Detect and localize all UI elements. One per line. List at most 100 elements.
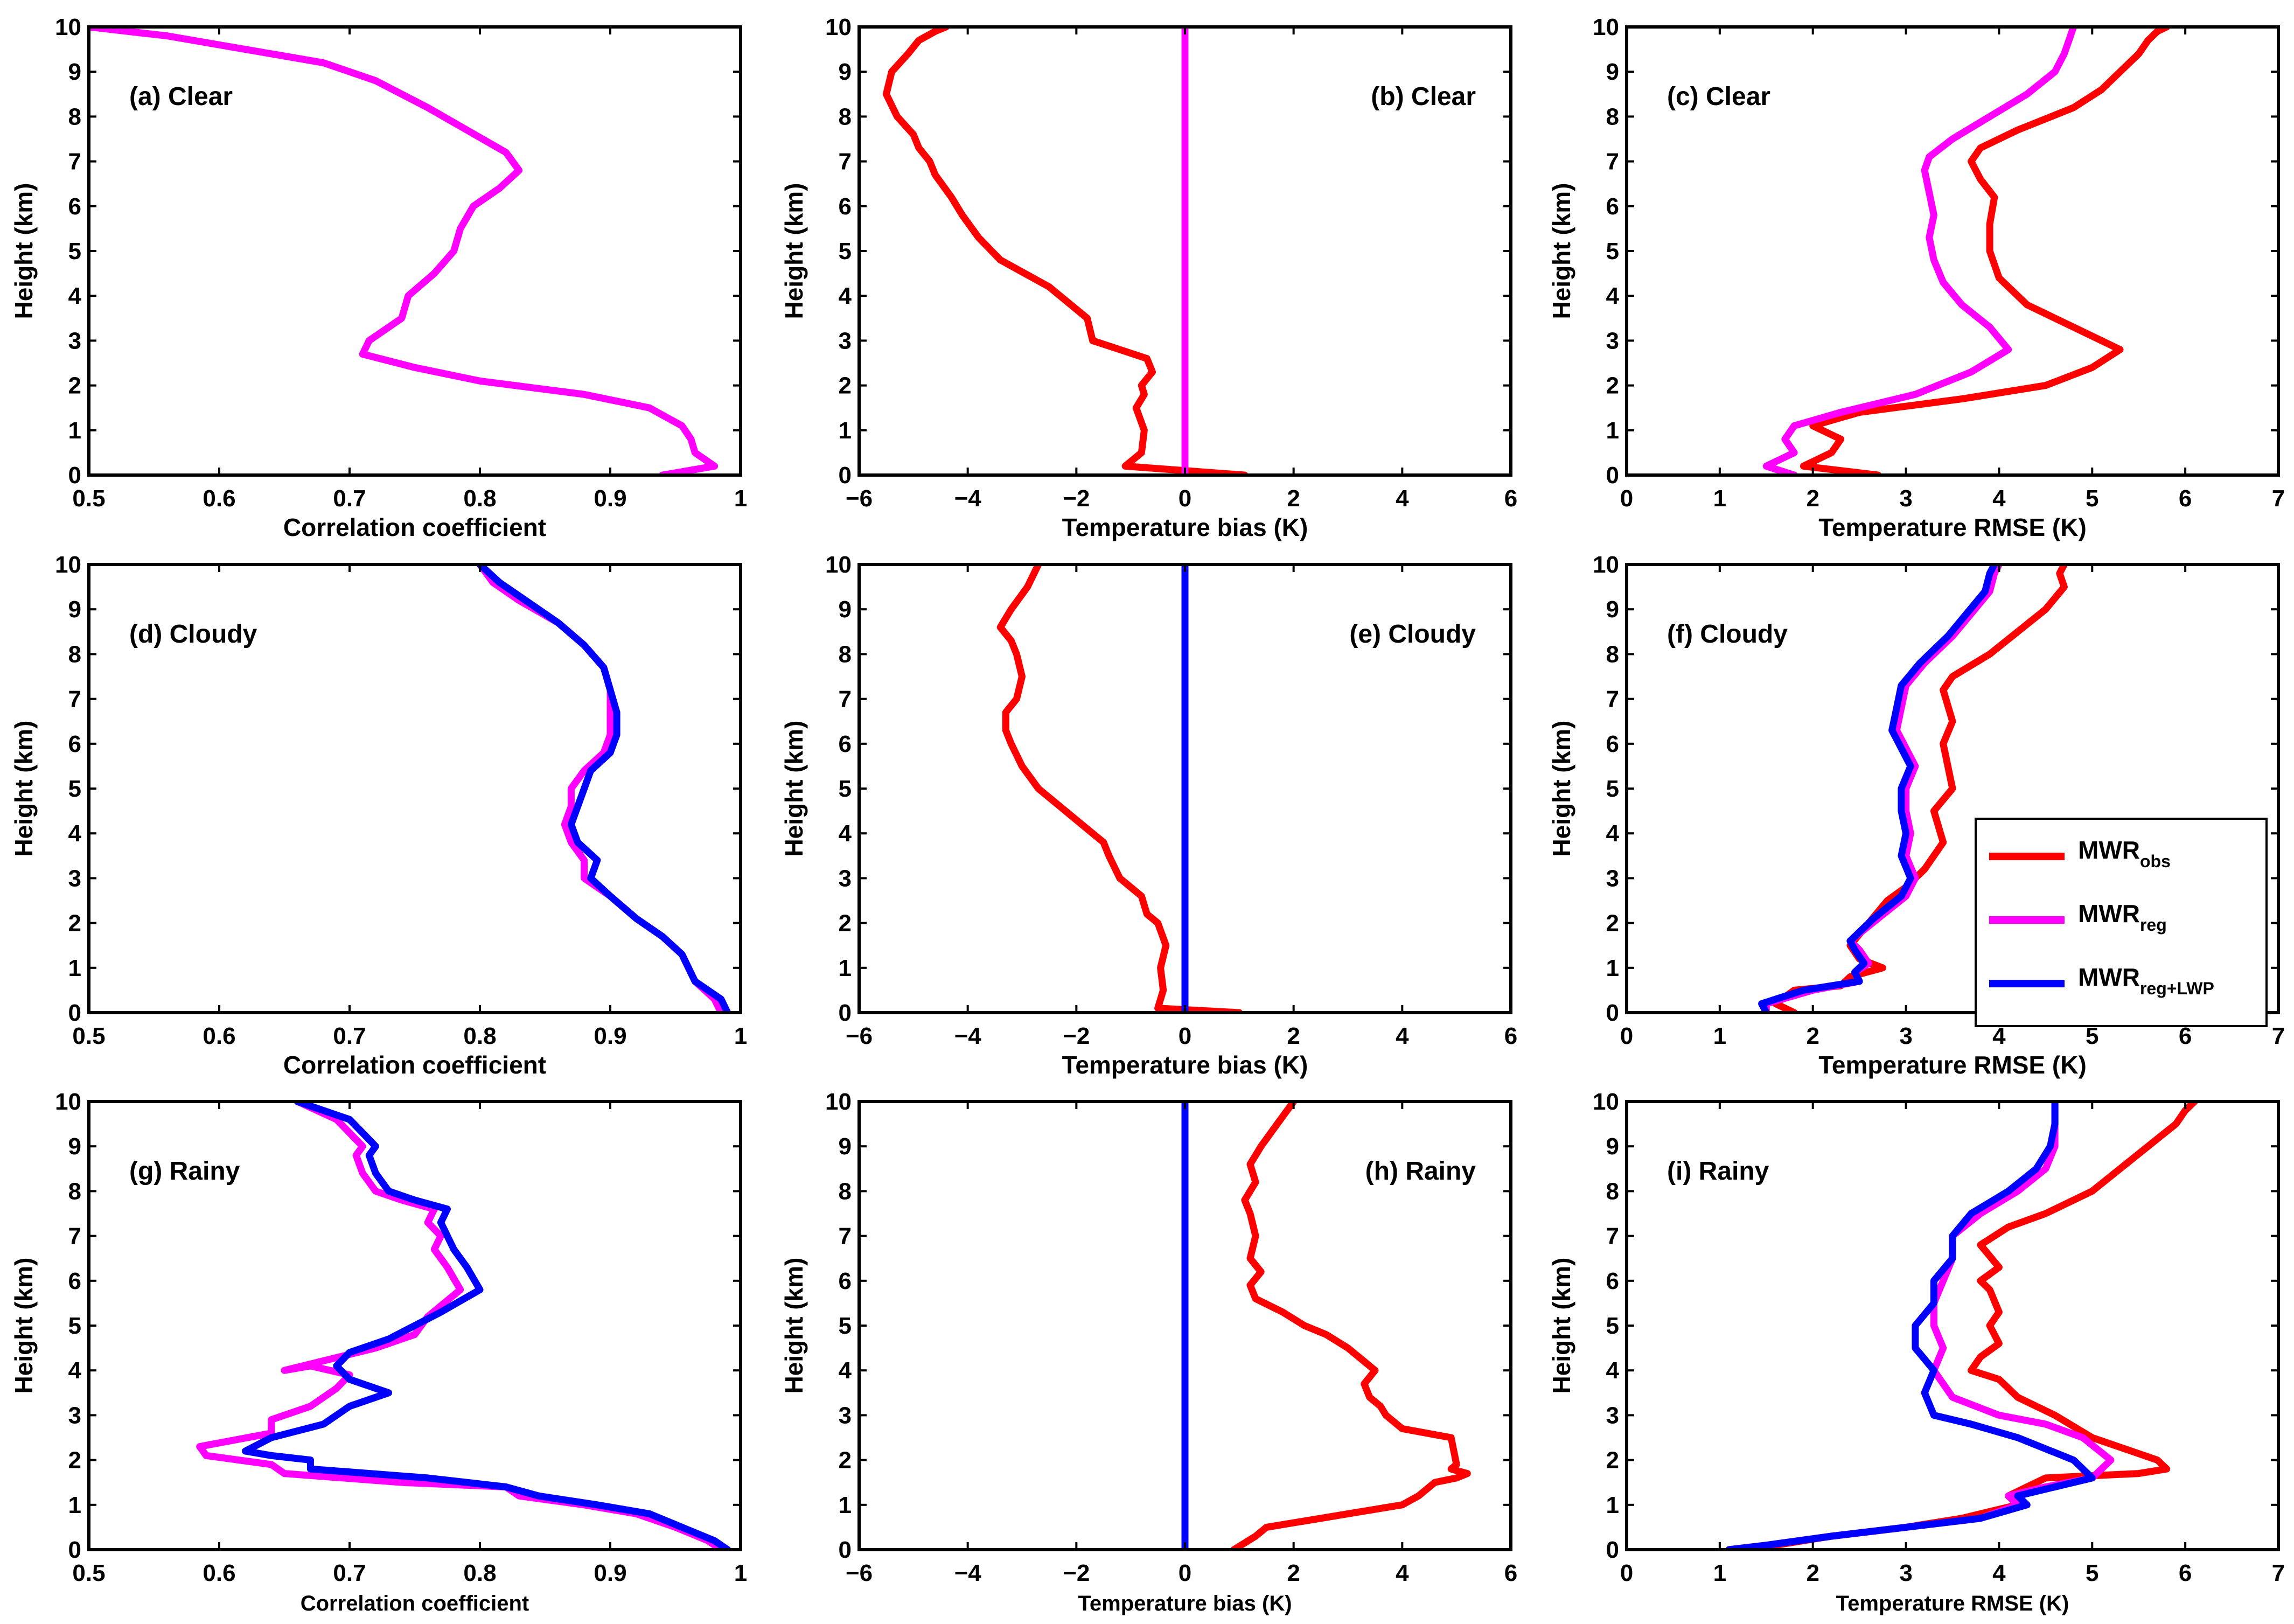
series-group [196, 1102, 731, 1550]
x-tick-label: 1 [734, 485, 747, 512]
series-line-mwrreg-lwp [1758, 564, 1998, 1013]
y-tick-label: 5 [839, 238, 852, 264]
series-group [1758, 564, 2068, 1013]
x-tick-label: 0.5 [72, 485, 105, 512]
y-tick-label: 8 [1606, 1178, 1619, 1204]
y-tick-label: 4 [839, 1357, 852, 1384]
x-axis-label: Temperature bias (K) [1062, 513, 1308, 541]
x-tick-label: 0.6 [203, 1023, 235, 1049]
legend-label: MWRreg+LWP [2078, 963, 2214, 998]
y-tick-label: 8 [839, 103, 852, 130]
y-axis-label: Height (km) [10, 183, 38, 319]
y-tick-label: 5 [1606, 776, 1619, 802]
y-tick-label: 6 [1606, 193, 1619, 220]
y-axis-label: Height (km) [780, 1258, 808, 1394]
panel-b: −6 −4 −2 0 2 4 6 0 1 2 3 4 5 6 7 8 9 10 Temperature bias (… [780, 14, 1517, 541]
y-axis-label: Height (km) [780, 721, 808, 857]
series-line-mwrobs [1230, 1102, 1471, 1550]
panel-e: −6 −4 −2 0 2 4 6 0 1 2 3 4 5 6 7 8 9 10 Temperature bias (… [780, 552, 1517, 1079]
x-axis-label: Correlation coefficient [283, 1051, 546, 1079]
x-tick-label: 0.8 [463, 1023, 496, 1049]
x-tick-label: 0.8 [463, 1560, 496, 1586]
series-group [89, 27, 719, 475]
y-tick-label: 1 [839, 955, 852, 981]
y-tick-label: 4 [1606, 283, 1620, 309]
y-tick-label: 10 [825, 1089, 852, 1115]
x-tick-label: −2 [1063, 1560, 1090, 1586]
y-tick-label: 6 [839, 193, 852, 220]
x-tick-label: −6 [846, 1023, 873, 1049]
x-tick-label: 0 [1620, 1023, 1633, 1049]
panel-h: −6 −4 −2 0 2 4 6 0 1 2 3 4 5 6 7 8 9 10 Temperature bias (… [780, 1089, 1517, 1615]
y-tick-label: 4 [68, 820, 82, 847]
series-line-mwrreg-lwp [1725, 1102, 2096, 1550]
x-tick-label: 6 [2179, 1023, 2192, 1049]
x-tick-label: 6 [1504, 1560, 1517, 1586]
panel-title: (d) Cloudy [129, 620, 257, 649]
y-tick-label: 2 [68, 1447, 81, 1474]
y-tick-label: 6 [68, 731, 81, 757]
y-tick-label: 4 [839, 820, 852, 847]
x-tick-label: 0 [1179, 485, 1191, 512]
y-tick-label: 3 [68, 327, 81, 354]
x-tick-label: 0.7 [333, 1023, 366, 1049]
series-line-mwrobs [882, 27, 1249, 475]
series-group [1762, 27, 2171, 475]
y-tick-label: 8 [68, 103, 81, 130]
y-tick-label: 4 [1606, 1357, 1620, 1384]
y-tick-label: 2 [839, 373, 852, 399]
y-axis-label: Height (km) [10, 721, 38, 857]
x-tick-label: 2 [1287, 485, 1300, 512]
y-tick-label: 6 [68, 1268, 81, 1294]
y-tick-label: 5 [68, 1313, 81, 1339]
series-line-mwrobs [1725, 1102, 2198, 1550]
y-tick-label: 9 [1606, 1133, 1619, 1160]
series-line-mwrobs [1772, 564, 2068, 1013]
y-tick-label: 3 [839, 327, 852, 354]
y-tick-label: 1 [68, 1492, 81, 1518]
x-tick-label: 0.7 [333, 1560, 366, 1586]
legend-label-base: MWR [2078, 900, 2140, 928]
y-tick-label: 10 [55, 1089, 81, 1115]
y-tick-label: 10 [825, 14, 852, 40]
y-tick-label: 7 [1606, 149, 1619, 175]
y-tick-label: 4 [1606, 820, 1620, 847]
x-tick-label: 0.9 [594, 1023, 626, 1049]
x-tick-label: 6 [1504, 485, 1517, 512]
y-tick-label: 6 [839, 1268, 852, 1294]
x-tick-label: 7 [2272, 485, 2285, 512]
y-axis-label: Height (km) [1547, 1258, 1575, 1394]
y-tick-label: 5 [68, 776, 81, 802]
y-tick-label: 10 [1593, 14, 1619, 40]
x-tick-label: 7 [2272, 1560, 2285, 1586]
y-tick-label: 3 [839, 865, 852, 891]
panel-title: (b) Clear [1371, 82, 1476, 111]
series-group [476, 564, 731, 1013]
x-axis-label: Correlation coefficient [301, 1592, 529, 1615]
panel-title: (f) Cloudy [1667, 620, 1788, 649]
series-group [996, 564, 1243, 1013]
y-tick-label: 1 [839, 417, 852, 444]
panel-d: 0.5 0.6 0.7 0.8 0.9 1012345678910Correlation … [10, 552, 747, 1079]
x-tick-label: −4 [954, 1560, 982, 1586]
y-tick-label: 7 [1606, 686, 1619, 713]
legend-label-subscript: reg [2140, 915, 2167, 935]
series-line-mwrobs [996, 564, 1243, 1013]
x-tick-label: 2 [1806, 1023, 1819, 1049]
y-tick-label: 2 [1606, 373, 1619, 399]
legend-label-base: MWR [2078, 836, 2140, 864]
x-tick-label: 2 [1287, 1023, 1300, 1049]
panel-g: 0.5 0.6 0.7 0.8 0.9 1012345678910Correlation … [10, 1089, 747, 1615]
y-tick-label: 4 [68, 1357, 82, 1384]
series-line-mwrreg-lwp [241, 1102, 731, 1550]
x-tick-label: 0 [1179, 1023, 1191, 1049]
y-tick-label: 0 [1606, 1537, 1619, 1563]
series-group [1725, 1102, 2198, 1550]
panel-i: 0 1 2 3 4 5 6 7 0 1 2 3 4 5 6 7 8 9 10 Temperature RMSE (K)… [1547, 1089, 2285, 1615]
y-tick-label: 1 [1606, 1492, 1619, 1518]
y-axis-label: Height (km) [10, 1258, 38, 1394]
y-tick-label: 2 [68, 910, 81, 937]
y-tick-label: 3 [1606, 865, 1619, 891]
y-tick-label: 10 [1593, 1089, 1619, 1115]
